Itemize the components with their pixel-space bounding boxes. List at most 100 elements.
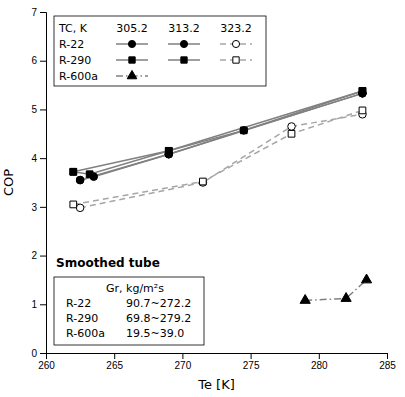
legend-column: 305.2 [116, 22, 148, 35]
y-tick-label: 4 [31, 153, 37, 164]
info-box: Gr, kg/m²s R-22 90.7~272.2 R-290 69.8~279.2 R… [54, 277, 204, 345]
y-tick-mark [40, 61, 46, 62]
y-tick-mark [40, 109, 46, 110]
y-tick-label: 3 [31, 202, 37, 213]
data-point [288, 130, 295, 137]
y-tick-mark [40, 256, 46, 257]
x-tick: 285 [379, 353, 396, 371]
y-axis-title: COP [1, 169, 16, 196]
data-point [76, 176, 84, 184]
info-box-title: Gr, kg/m²s [106, 282, 164, 295]
legend-swatch-marker [128, 40, 135, 47]
annotation: Smoothed tube [56, 256, 160, 270]
info-box-value: 69.8~279.2 [126, 312, 191, 325]
x-tick-label: 270 [175, 360, 192, 371]
data-point [70, 168, 77, 175]
data-point [165, 147, 172, 154]
y-tick: 1 [31, 299, 46, 310]
y-tick: 3 [31, 202, 46, 213]
data-point [240, 127, 247, 134]
y-tick-mark [40, 158, 46, 159]
data-point [359, 107, 366, 114]
x-tick-label: 285 [379, 360, 396, 371]
legend-box [54, 16, 266, 86]
data-point [86, 171, 93, 178]
y-tick: 0 [31, 348, 46, 359]
legend: TC, K 305.2 313.2 323.2 R-22 R-290 R-600a [54, 16, 266, 86]
y-tick-label: 2 [31, 250, 37, 261]
y-tick-mark [40, 12, 46, 13]
legend-swatch-marker [233, 57, 239, 63]
chart: 260 265 270 275 280 285 0 1 2 3 4 5 6 7 Te [K] COP TC, K… [0, 0, 405, 397]
series-line [73, 91, 362, 174]
info-box-value: 19.5~39.0 [126, 327, 184, 340]
info-box-label: R-600a [66, 327, 105, 340]
data-point [165, 147, 172, 154]
x-tick-mark [251, 353, 252, 359]
y-tick-label: 7 [31, 7, 37, 18]
y-tick-label: 0 [31, 348, 37, 359]
x-tick-label: 275 [243, 360, 260, 371]
y-tick-mark [40, 353, 46, 354]
y-tick-mark [40, 304, 46, 305]
x-axis: 260 265 270 275 280 285 [38, 353, 396, 371]
legend-swatch-marker [181, 57, 187, 63]
x-tick-mark [182, 353, 183, 359]
info-box-value: 90.7~272.2 [126, 297, 191, 310]
info-box-frame [54, 277, 204, 345]
legend-row: R-22 [59, 38, 84, 51]
data-point [300, 295, 310, 304]
y-tick-mark [40, 207, 46, 208]
plot-area [70, 88, 372, 304]
y-tick-label: 6 [31, 55, 37, 66]
x-tick: 265 [106, 353, 123, 371]
data-point [361, 274, 371, 283]
info-box-label: R-22 [66, 297, 91, 310]
legend-column: 313.2 [168, 22, 200, 35]
x-tick: 280 [311, 353, 328, 371]
y-axis: 0 1 2 3 4 5 6 7 [31, 7, 46, 359]
data-point [76, 204, 84, 212]
legend-row: R-290 [59, 54, 91, 67]
data-point [288, 123, 296, 131]
legend-row: R-600a [59, 70, 98, 83]
x-tick-mark [387, 353, 388, 359]
y-tick: 6 [31, 55, 46, 66]
series-line [73, 110, 362, 204]
legend-swatch-marker [129, 57, 135, 63]
series-line [73, 91, 362, 172]
legend-swatch-marker [232, 40, 239, 47]
legend-column: 323.2 [220, 22, 252, 35]
y-tick: 2 [31, 250, 46, 261]
y-tick: 7 [31, 7, 46, 18]
x-tick: 275 [243, 353, 260, 371]
data-point [359, 88, 366, 95]
info-box-label: R-290 [66, 312, 98, 325]
data-point [341, 293, 351, 302]
data-point [199, 179, 207, 187]
y-tick: 5 [31, 104, 46, 115]
y-tick-label: 1 [31, 299, 37, 310]
y-axis-line [40, 13, 47, 354]
x-tick-mark [114, 353, 115, 359]
data-point [70, 168, 77, 175]
x-axis-line [47, 354, 388, 360]
x-tick-mark [319, 353, 320, 359]
x-tick: 270 [175, 353, 192, 371]
data-point [70, 201, 77, 208]
legend-title: TC, K [58, 22, 88, 35]
data-point [240, 127, 248, 135]
y-tick-label: 5 [31, 104, 37, 115]
x-axis-title: Te [K] [197, 377, 235, 392]
y-tick: 4 [31, 153, 46, 164]
data-point [76, 176, 84, 184]
x-tick: 260 [38, 353, 55, 371]
data-point [359, 88, 366, 95]
x-tick-label: 260 [38, 360, 55, 371]
legend-swatch-marker [127, 70, 137, 78]
series-line [305, 280, 366, 300]
legend-swatch-marker [180, 40, 187, 47]
x-tick-label: 265 [106, 360, 123, 371]
x-tick-label: 280 [311, 360, 328, 371]
data-point [200, 178, 207, 185]
